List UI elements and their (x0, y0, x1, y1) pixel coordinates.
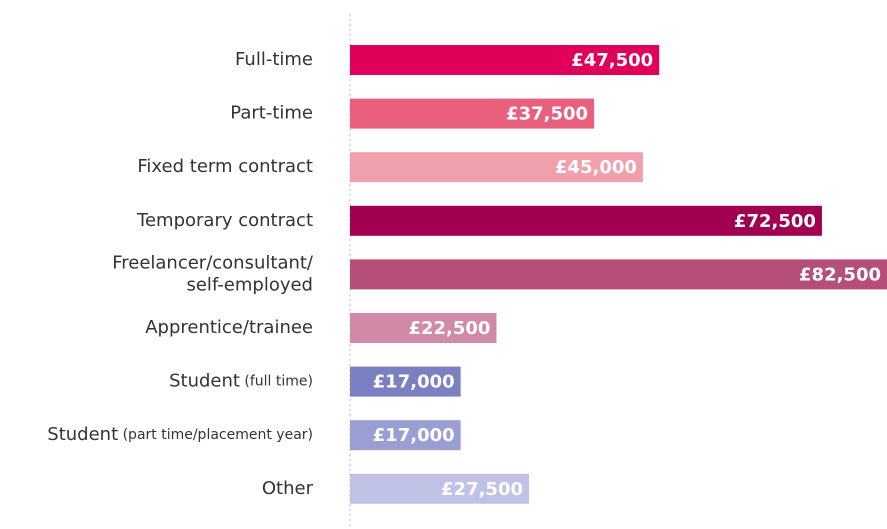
label-line: Student (47, 424, 118, 445)
bar (350, 205, 822, 236)
value-label: £82,500 (799, 264, 881, 285)
value-label: £17,000 (373, 425, 455, 446)
label-line: Other (262, 478, 314, 499)
bar (350, 45, 660, 75)
bar (350, 420, 461, 451)
label-line: Apprentice/trainee (145, 317, 313, 338)
bar (350, 313, 497, 343)
category-label: Fixed term contract (137, 156, 313, 177)
category-label: Temporary contract (136, 210, 313, 231)
value-label: £47,500 (571, 50, 653, 71)
label-line: Full-time (235, 49, 313, 70)
category-label: Student (full time) (169, 371, 313, 392)
label-line: Fixed term contract (137, 156, 313, 177)
label-note: (full time) (240, 374, 313, 390)
bar (350, 366, 461, 397)
label-line: Part-time (230, 103, 313, 124)
value-label: £22,500 (408, 318, 490, 339)
category-label: Part-time (230, 103, 313, 124)
label-line: Freelancer/consultant/ (112, 252, 314, 273)
label-line: self-employed (186, 274, 313, 295)
value-label: £27,500 (441, 479, 523, 500)
category-label: Apprentice/trainee (145, 317, 313, 338)
category-label: Student (part time/placement year) (47, 424, 313, 445)
value-label: £17,000 (373, 372, 455, 393)
label-line: Temporary contract (136, 210, 313, 231)
bar (350, 152, 643, 183)
value-label: £72,500 (734, 211, 816, 232)
bar (350, 98, 595, 129)
category-label: Full-time (235, 49, 313, 70)
category-label: Other (262, 478, 314, 499)
label-line: Student (169, 371, 240, 392)
value-label: £45,000 (555, 157, 637, 178)
label-note: (part time/placement year) (118, 427, 313, 443)
category-label: Freelancer/consultant/self-employed (112, 252, 314, 295)
bar (350, 259, 887, 290)
bar (350, 473, 529, 504)
value-label: £37,500 (506, 104, 588, 125)
